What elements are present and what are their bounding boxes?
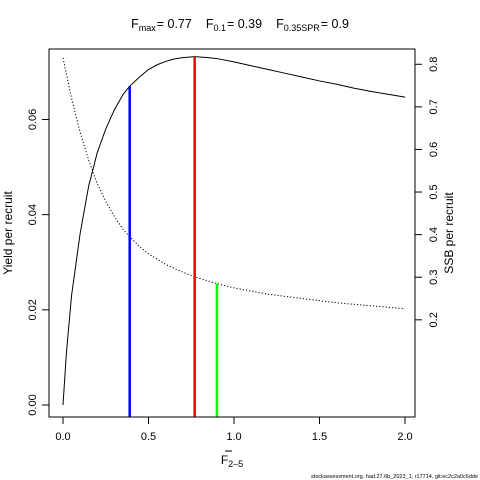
x-axis-label-main: F bbox=[221, 453, 228, 467]
title-fmax-subscript: max bbox=[139, 23, 157, 33]
title-f01-subscript: 0.1 bbox=[213, 23, 226, 33]
chart-title: Fmax= 0.77 F0.1= 0.39 F0.35SPR= 0.9 bbox=[131, 17, 349, 33]
x-axis-label-subscript: 2–5 bbox=[228, 459, 243, 469]
y-right-tick-label: 0.2 bbox=[428, 312, 440, 327]
title-fmax-symbol: F bbox=[131, 17, 139, 31]
x-tick-label: 0.0 bbox=[55, 431, 70, 443]
y-right-tick-label: 0.8 bbox=[428, 57, 440, 72]
y-left-tick-label: 0.06 bbox=[27, 109, 39, 130]
x-axis-label: F2–5 bbox=[221, 453, 243, 469]
credit-text: stockassessment.org, had.27.6b_2023_1, r… bbox=[311, 474, 478, 480]
y-axis-left: 0.00 0.02 0.04 0.06 bbox=[27, 109, 50, 416]
y-axis-right-label: SSB per recruit bbox=[442, 192, 456, 274]
ssb-per-recruit-curve bbox=[62, 57, 406, 310]
x-tick-label: 2.0 bbox=[397, 431, 412, 443]
reference-line-layer bbox=[128, 56, 219, 417]
y-right-tick-label: 0.6 bbox=[428, 142, 440, 157]
y-axis-right: 0.2 0.3 0.4 0.5 0.6 0.7 0.8 bbox=[414, 57, 440, 327]
plot-frame bbox=[48, 48, 416, 418]
title-f01-symbol: F bbox=[206, 17, 214, 31]
x-tick-label: 0.5 bbox=[141, 431, 156, 443]
title-fspr-symbol: F bbox=[276, 17, 284, 31]
y-right-tick-label: 0.3 bbox=[428, 270, 440, 285]
y-left-tick-label: 0.04 bbox=[27, 204, 39, 225]
x-axis: 0.0 0.5 1.0 1.5 2.0 bbox=[55, 416, 413, 443]
x-tick-label: 1.5 bbox=[312, 431, 327, 443]
curve-layer bbox=[62, 56, 406, 406]
title-fmax-value: = 0.77 bbox=[157, 17, 192, 31]
y-left-tick-label: 0.00 bbox=[27, 394, 39, 415]
y-axis-left-label: Yield per recruit bbox=[1, 191, 15, 275]
yield-per-recruit-curve bbox=[62, 56, 406, 406]
title-fspr-value: = 0.9 bbox=[321, 17, 349, 31]
y-right-tick-label: 0.7 bbox=[428, 99, 440, 114]
y-right-tick-label: 0.5 bbox=[428, 184, 440, 199]
title-f01-value: = 0.39 bbox=[227, 17, 262, 31]
y-left-tick-label: 0.02 bbox=[27, 299, 39, 320]
y-right-tick-label: 0.4 bbox=[428, 227, 440, 242]
title-fspr-subscript: 0.35SPR bbox=[284, 23, 321, 33]
x-tick-label: 1.0 bbox=[226, 431, 241, 443]
